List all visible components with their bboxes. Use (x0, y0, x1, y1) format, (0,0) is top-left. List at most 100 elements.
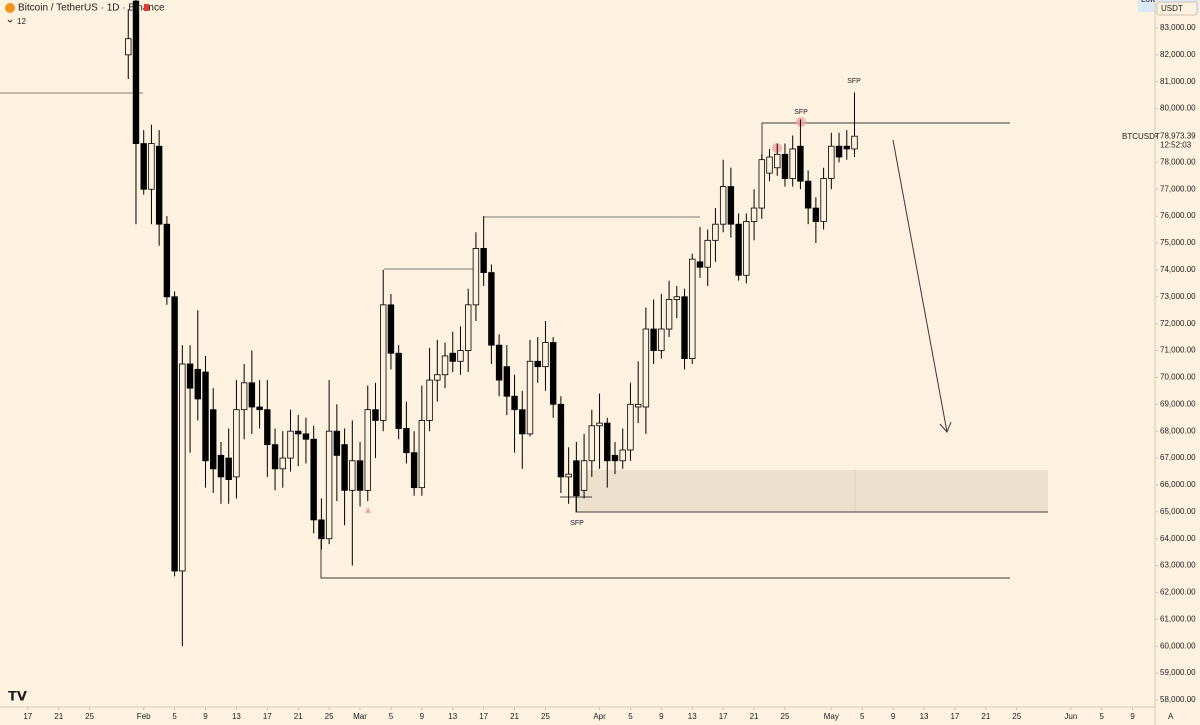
candle-body (441, 355, 449, 376)
coin-icon (5, 3, 15, 13)
countdown: 12:52:03 (1160, 140, 1192, 149)
x-tick-label: 25 (1012, 712, 1021, 721)
arrow-head (939, 421, 952, 433)
candle-body (619, 449, 626, 462)
candle-body (580, 460, 588, 491)
candle-body (310, 438, 317, 521)
candle-body (743, 221, 750, 276)
y-tick-label: 78,000.00 (1160, 157, 1196, 166)
candle-body (534, 360, 541, 368)
candle-body (264, 409, 271, 446)
x-tick-label: 13 (448, 712, 457, 721)
x-tick-label: Jun (1064, 712, 1077, 721)
candle-body (480, 247, 487, 273)
candle-body (650, 328, 657, 351)
candle-body (171, 296, 178, 572)
candle-body (449, 352, 456, 362)
x-tick-label: 21 (510, 712, 519, 721)
x-tick-label: 9 (420, 712, 425, 721)
candle-body (233, 409, 240, 478)
candle-body (611, 454, 619, 462)
y-tick-label: 68,000.00 (1160, 426, 1196, 435)
candle-body (372, 409, 379, 421)
x-tick-label: 13 (920, 712, 929, 721)
y-tick-label: 69,000.00 (1160, 399, 1196, 408)
x-tick-label: 21 (54, 712, 63, 721)
candle-body (511, 395, 518, 411)
x-tick-label: 9 (659, 712, 664, 721)
y-tick-label: 82,000.00 (1160, 50, 1196, 59)
currency-button[interactable] (1156, 1, 1198, 16)
candle-body (210, 409, 217, 470)
x-tick-label: Apr (593, 712, 606, 721)
candle-body (557, 403, 565, 478)
y-tick-label: 58,000.00 (1160, 695, 1196, 704)
candle-body (596, 422, 603, 427)
candle-body (434, 374, 441, 381)
candle-body (341, 444, 348, 491)
y-tick-label: 66,000.00 (1160, 480, 1196, 489)
x-tick-label: 5 (1100, 712, 1105, 721)
annotation: SFP (794, 109, 808, 116)
candle-body (403, 428, 410, 454)
y-tick-label: 76,000.00 (1160, 211, 1196, 220)
candle-body (395, 352, 402, 429)
collapse-icon[interactable] (7, 19, 13, 23)
candle-body (634, 403, 642, 408)
candle-body (549, 342, 557, 405)
y-tick-label: 71,000.00 (1160, 346, 1196, 355)
candle-body (719, 186, 727, 225)
x-tick-label: 5 (860, 712, 865, 721)
candle-body (642, 328, 650, 408)
candle-body (588, 425, 596, 462)
candle-body (727, 186, 735, 225)
candles (125, 0, 858, 647)
candle-body (766, 156, 773, 174)
candle-body (202, 371, 209, 462)
x-tick-label: 9 (891, 712, 896, 721)
candle-body (349, 460, 356, 491)
candle-body (689, 258, 696, 360)
x-tick-label: 13 (688, 712, 697, 721)
candle-body (542, 342, 549, 368)
x-tick-label: 21 (981, 712, 990, 721)
y-tick-label: 67,000.00 (1160, 453, 1196, 462)
y-tick-label: 81,000.00 (1160, 77, 1196, 86)
candle-body (526, 360, 534, 435)
y-tick-label: 63,000.00 (1160, 561, 1196, 570)
candle-body (155, 145, 163, 225)
x-tick-label: 5 (628, 712, 633, 721)
flag-icon[interactable] (144, 4, 149, 11)
candle-body (225, 457, 232, 480)
marker (365, 507, 371, 513)
y-tick-label: 59,000.00 (1160, 668, 1196, 677)
logo: 𝗧𝗩 (8, 688, 27, 703)
x-tick-label: May (824, 712, 839, 721)
candle-body (364, 409, 371, 491)
auto-scale[interactable]: A (1168, 712, 1174, 721)
candle-body (163, 223, 171, 298)
candle-body (240, 382, 248, 411)
y-tick-label: 73,000.00 (1160, 292, 1196, 301)
zone (576, 470, 1048, 512)
x-tick-label: Feb (137, 712, 151, 721)
candle-body (519, 409, 526, 435)
candle-body (781, 153, 789, 179)
candle-body (828, 145, 835, 179)
last-price-tag (1157, 130, 1199, 150)
candle-body (681, 296, 688, 360)
candle-body (673, 296, 681, 300)
x-tick-label: 25 (541, 712, 550, 721)
x-tick-label: 21 (294, 712, 303, 721)
candle-body (279, 457, 286, 470)
x-tick-label: 17 (263, 712, 272, 721)
candle-body (820, 178, 827, 222)
candle-body (495, 344, 503, 381)
y-tick-label: 64,000.00 (1160, 534, 1196, 543)
y-tick-label: 61,000.00 (1160, 614, 1196, 623)
candle-body (789, 148, 796, 179)
low-tag-label: Low (1141, 0, 1156, 4)
y-tick-label: 62,000.00 (1160, 588, 1196, 597)
